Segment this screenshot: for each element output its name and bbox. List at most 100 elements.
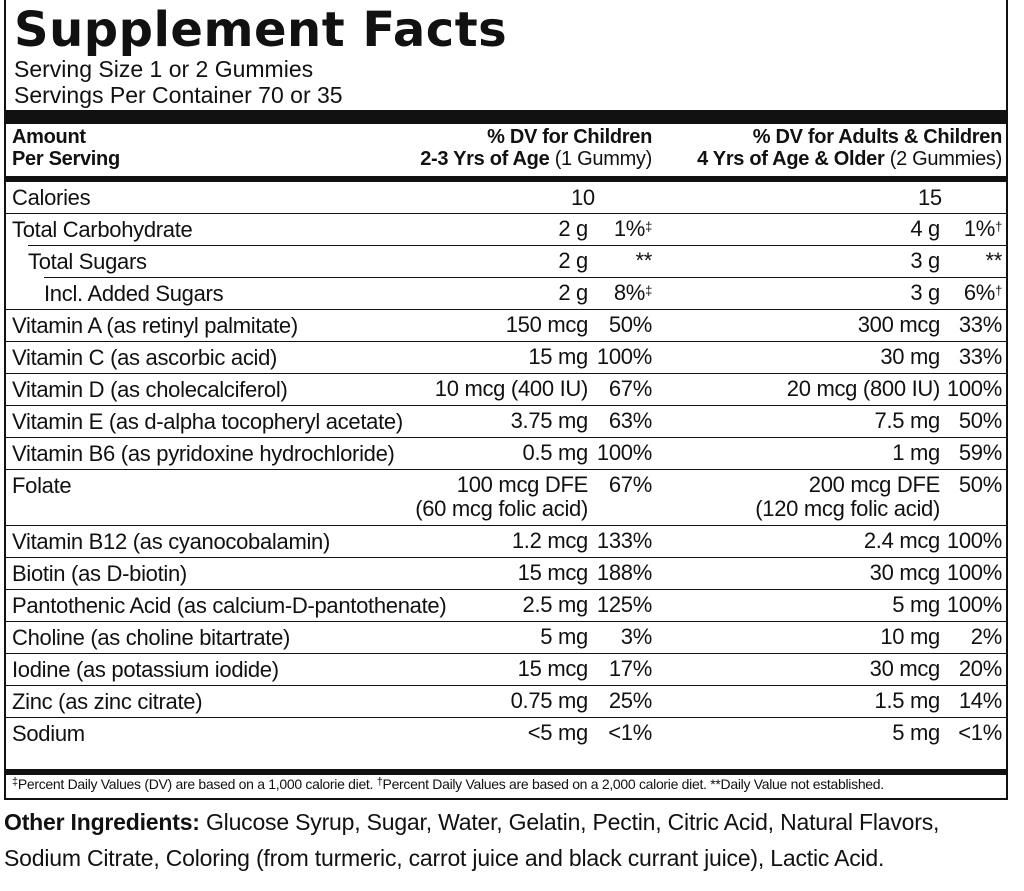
table-row: Calories 10 15 xyxy=(6,182,1006,214)
amount-adults: 5 mg xyxy=(892,720,940,745)
dv-children: 3% xyxy=(620,624,653,649)
header-amount-line2: Per Serving xyxy=(12,148,120,170)
nutrient-label: Pantothenic Acid (as calcium-D-pantothen… xyxy=(12,593,447,618)
nutrient-label: Folate xyxy=(12,473,72,498)
amount-adults: 300 mcg xyxy=(857,312,941,337)
table-row: Vitamin C (as ascorbic acid) 15 mg 100% … xyxy=(6,342,1006,374)
amount-adults: 30 mcg xyxy=(869,656,941,681)
amount-children: 15 mcg xyxy=(517,560,589,585)
dv-children: 1%‡ xyxy=(614,217,652,241)
dv-adults: 33% xyxy=(958,344,1002,369)
table-row: Folate 100 mcg DFE (60 mcg folic acid) 67… xyxy=(6,470,1006,526)
row-divider xyxy=(6,373,1006,374)
table-row: Vitamin A (as retinyl palmitate) 150 mcg… xyxy=(6,310,1006,342)
footnote-mark: ‡ xyxy=(645,219,652,234)
dv-children: 188% xyxy=(596,560,652,585)
table-row: Total Sugars 2 g ** 3 g ** xyxy=(6,246,1006,278)
row-divider xyxy=(6,653,1006,654)
nutrient-table: Calories 10 15 Total Carbohydrate 2 g 1%… xyxy=(6,182,1006,750)
dv-adults: 6%† xyxy=(964,281,1002,305)
dv-adults: 50% xyxy=(958,408,1002,433)
dv-children: 100% xyxy=(596,440,652,465)
dv-adults: 14% xyxy=(958,688,1002,713)
table-row: Sodium <5 mg <1% 5 mg <1% xyxy=(6,718,1006,750)
dv-value: 1% xyxy=(963,216,996,241)
footnote: ‡Percent Daily Values (DV) are based on … xyxy=(12,776,884,792)
nutrient-label: Total Carbohydrate xyxy=(12,217,193,242)
table-row: Vitamin E (as d-alpha tocopheryl acetate… xyxy=(6,406,1006,438)
calories-children: 10 xyxy=(571,185,595,210)
amount-children: 1.2 mcg xyxy=(511,528,588,553)
header-adults-dv: % DV for Adults & Children 4 Yrs of Age … xyxy=(697,126,1002,170)
amount-children: 3.75 mg xyxy=(510,408,589,433)
nutrient-label: Vitamin C (as ascorbic acid) xyxy=(12,345,278,370)
footnote-text: Percent Daily Values are based on a 2,00… xyxy=(382,776,885,792)
row-divider xyxy=(44,277,1006,278)
row-divider xyxy=(28,245,1006,246)
dv-adults: 1%† xyxy=(964,217,1002,241)
amount-children: 100 mcg DFE (60 mcg folic acid) xyxy=(415,473,588,521)
footnote-mark: † xyxy=(376,776,383,788)
amount-children: 0.5 mg xyxy=(522,440,589,465)
dv-children: <1% xyxy=(608,720,652,745)
dv-adults: 59% xyxy=(958,440,1002,465)
amount-children: 5 mg xyxy=(540,624,588,649)
amount-children: 2 g xyxy=(558,280,588,305)
table-row: Pantothenic Acid (as calcium-D-pantothen… xyxy=(6,590,1006,622)
amount-line: 200 mcg DFE xyxy=(808,472,941,497)
dv-children: 50% xyxy=(608,312,652,337)
table-row: Vitamin D (as cholecalciferol) 10 mcg (4… xyxy=(6,374,1006,406)
amount-children: 2.5 mg xyxy=(522,592,589,617)
header-col1-line1: % DV for Children xyxy=(487,126,652,148)
amount-line: 100 mcg DFE xyxy=(456,472,589,497)
header-col2-line2: 4 Yrs of Age & Older (2 Gummies) xyxy=(697,148,1002,170)
header-amount-line1: Amount xyxy=(12,126,86,148)
amount-children: 15 mg xyxy=(528,344,588,369)
row-divider xyxy=(6,525,1006,526)
row-divider xyxy=(6,685,1006,686)
calories-adults: 15 xyxy=(918,185,942,210)
nutrient-label: Vitamin B6 (as pyridoxine hydrochloride) xyxy=(12,441,395,466)
dv-children: 63% xyxy=(608,408,652,433)
header-col2-line1: % DV for Adults & Children xyxy=(752,126,1003,148)
header-col1-age: 2-3 Yrs of Age xyxy=(420,148,550,170)
amount-line: (120 mcg folic acid) xyxy=(755,496,940,521)
dv-children: 25% xyxy=(608,688,652,713)
nutrient-label: Total Sugars xyxy=(28,249,147,274)
dv-adults: 100% xyxy=(946,592,1002,617)
amount-adults: 30 mcg xyxy=(869,560,941,585)
amount-adults: 3 g xyxy=(910,280,940,305)
supplement-facts-panel: Supplement Facts Serving Size 1 or 2 Gum… xyxy=(4,0,1008,800)
amount-adults: 7.5 mg xyxy=(874,408,941,433)
header-col2-serving: (2 Gummies) xyxy=(889,148,1003,170)
nutrient-label: Choline (as choline bitartrate) xyxy=(12,625,291,650)
amount-children: 10 mcg (400 IU) xyxy=(434,376,589,401)
dv-adults: 20% xyxy=(958,656,1002,681)
dv-children: 125% xyxy=(596,592,652,617)
row-divider xyxy=(6,341,1006,342)
row-divider xyxy=(6,589,1006,590)
nutrient-label: Zinc (as zinc citrate) xyxy=(12,689,203,714)
amount-children: 2 g xyxy=(558,248,588,273)
row-divider xyxy=(6,309,1006,310)
dv-adults: ** xyxy=(985,248,1002,273)
nutrient-label: Calories xyxy=(12,185,91,210)
amount-adults: 1 mg xyxy=(892,440,940,465)
footnote-mark: † xyxy=(995,219,1002,234)
amount-adults: 1.5 mg xyxy=(874,688,941,713)
header-col1-serving: (1 Gummy) xyxy=(554,148,653,170)
dv-adults: 100% xyxy=(946,376,1002,401)
table-row: Incl. Added Sugars 2 g 8%‡ 3 g 6%† xyxy=(6,278,1006,310)
dv-value: 1% xyxy=(613,216,646,241)
header-col2-age: 4 Yrs of Age & Older xyxy=(697,148,885,170)
row-divider xyxy=(6,405,1006,406)
nutrient-label: Iodine (as potassium iodide) xyxy=(12,657,279,682)
amount-children: 15 mcg xyxy=(517,656,589,681)
header-children-dv: % DV for Children 2-3 Yrs of Age (1 Gumm… xyxy=(420,126,652,170)
table-row: Iodine (as potassium iodide) 15 mcg 17% … xyxy=(6,654,1006,686)
servings-per-container: Servings Per Container 70 or 35 xyxy=(14,82,343,108)
dv-children: 67% xyxy=(608,376,652,401)
dv-adults: <1% xyxy=(958,720,1002,745)
nutrient-label: Incl. Added Sugars xyxy=(44,281,224,306)
amount-line: (60 mcg folic acid) xyxy=(415,496,588,521)
